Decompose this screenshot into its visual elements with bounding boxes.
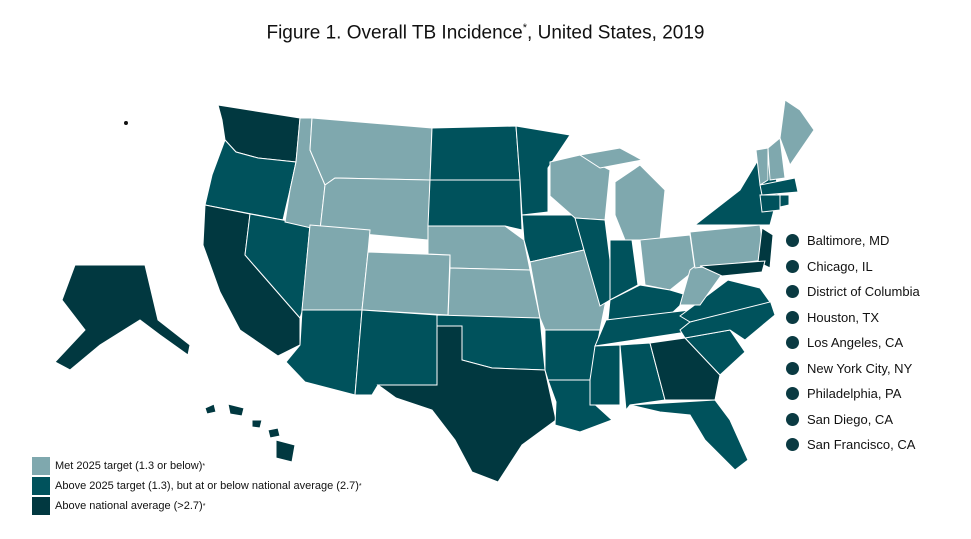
state-ks (447, 267, 541, 319)
state-co (361, 251, 451, 316)
state-nm (354, 309, 438, 396)
city-dot-icon (786, 259, 799, 273)
city-label: Chicago, IL (807, 258, 873, 274)
state-mn (515, 125, 571, 216)
state-mi (614, 164, 666, 241)
state-ga (649, 337, 721, 401)
figure-title: Figure 1. Overall TB Incidence*, United … (266, 22, 705, 44)
city-item: District of Columbia (786, 279, 920, 305)
state-mt (309, 117, 433, 186)
state-fl (629, 399, 749, 471)
state-sd (427, 179, 523, 231)
state-ak (54, 264, 191, 371)
city-dot-icon (786, 361, 799, 375)
state-ct (759, 194, 781, 213)
city-label: Philadelphia, PA (807, 386, 902, 402)
city-dot-icon (786, 412, 799, 426)
city-item: Houston, TX (786, 305, 920, 331)
city-item: Baltimore, MD (786, 228, 920, 254)
state-tx (376, 325, 557, 483)
city-item: Los Angeles, CA (786, 330, 920, 356)
state-vt (755, 147, 769, 186)
state-mi (578, 147, 644, 169)
state-nj (757, 227, 774, 269)
state-me (779, 99, 815, 167)
city-label: Baltimore, MD (807, 233, 890, 249)
state-ri (779, 194, 790, 208)
state-al (619, 342, 666, 412)
legend-footnote-mark: * (358, 482, 362, 490)
stray-dot (124, 121, 128, 125)
state-nd (429, 125, 521, 181)
state-hi (204, 403, 217, 415)
city-list: Baltimore, MD Chicago, IL District of Colu… (786, 228, 920, 458)
state-hi (267, 427, 281, 439)
city-label: San Diego, CA (807, 411, 893, 427)
legend-swatch (32, 497, 50, 515)
state-nc (679, 299, 776, 341)
city-label: San Francisco, CA (807, 437, 916, 453)
city-dot-icon (786, 310, 799, 324)
state-ut (301, 224, 371, 311)
state-hi (275, 439, 296, 463)
legend-swatch (32, 477, 50, 495)
city-item: Chicago, IL (786, 254, 920, 280)
state-hi (227, 403, 245, 417)
state-va (679, 279, 771, 323)
city-label: Houston, TX (807, 309, 880, 325)
legend-footnote-mark: * (202, 462, 206, 470)
city-dot-icon (786, 234, 799, 248)
state-wy (319, 177, 431, 241)
city-item: San Francisco, CA (786, 432, 920, 458)
city-dot-icon (786, 285, 799, 299)
city-label: District of Columbia (807, 284, 920, 300)
state-ma (759, 177, 799, 196)
city-label: Los Angeles, CA (807, 335, 904, 351)
city-dot-icon (786, 438, 799, 452)
legend-label: Above national average (>2.7) (55, 500, 203, 512)
state-md (699, 260, 766, 277)
state-nh (767, 137, 786, 181)
state-ms (589, 344, 621, 406)
state-oh (639, 234, 696, 291)
city-dot-icon (786, 336, 799, 350)
city-item: Philadelphia, PA (786, 381, 920, 407)
city-item: San Diego, CA (786, 407, 920, 433)
city-label: New York City, NY (807, 360, 913, 376)
legend-label: Met 2025 target (1.3 or below) (55, 460, 203, 472)
state-in (609, 239, 639, 301)
city-item: New York City, NY (786, 356, 920, 382)
legend: Met 2025 target (1.3 or below) * Above 202… (32, 456, 362, 516)
legend-footnote-mark: * (202, 502, 206, 510)
legend-label: Above 2025 target (1.3), but at or below… (55, 480, 359, 492)
legend-item: Above national average (>2.7) * (32, 496, 362, 516)
legend-swatch (32, 457, 50, 475)
city-dot-icon (786, 387, 799, 401)
legend-item: Above 2025 target (1.3), but at or below… (32, 476, 362, 496)
legend-item: Met 2025 target (1.3 or below) * (32, 456, 362, 476)
state-hi (251, 419, 263, 429)
